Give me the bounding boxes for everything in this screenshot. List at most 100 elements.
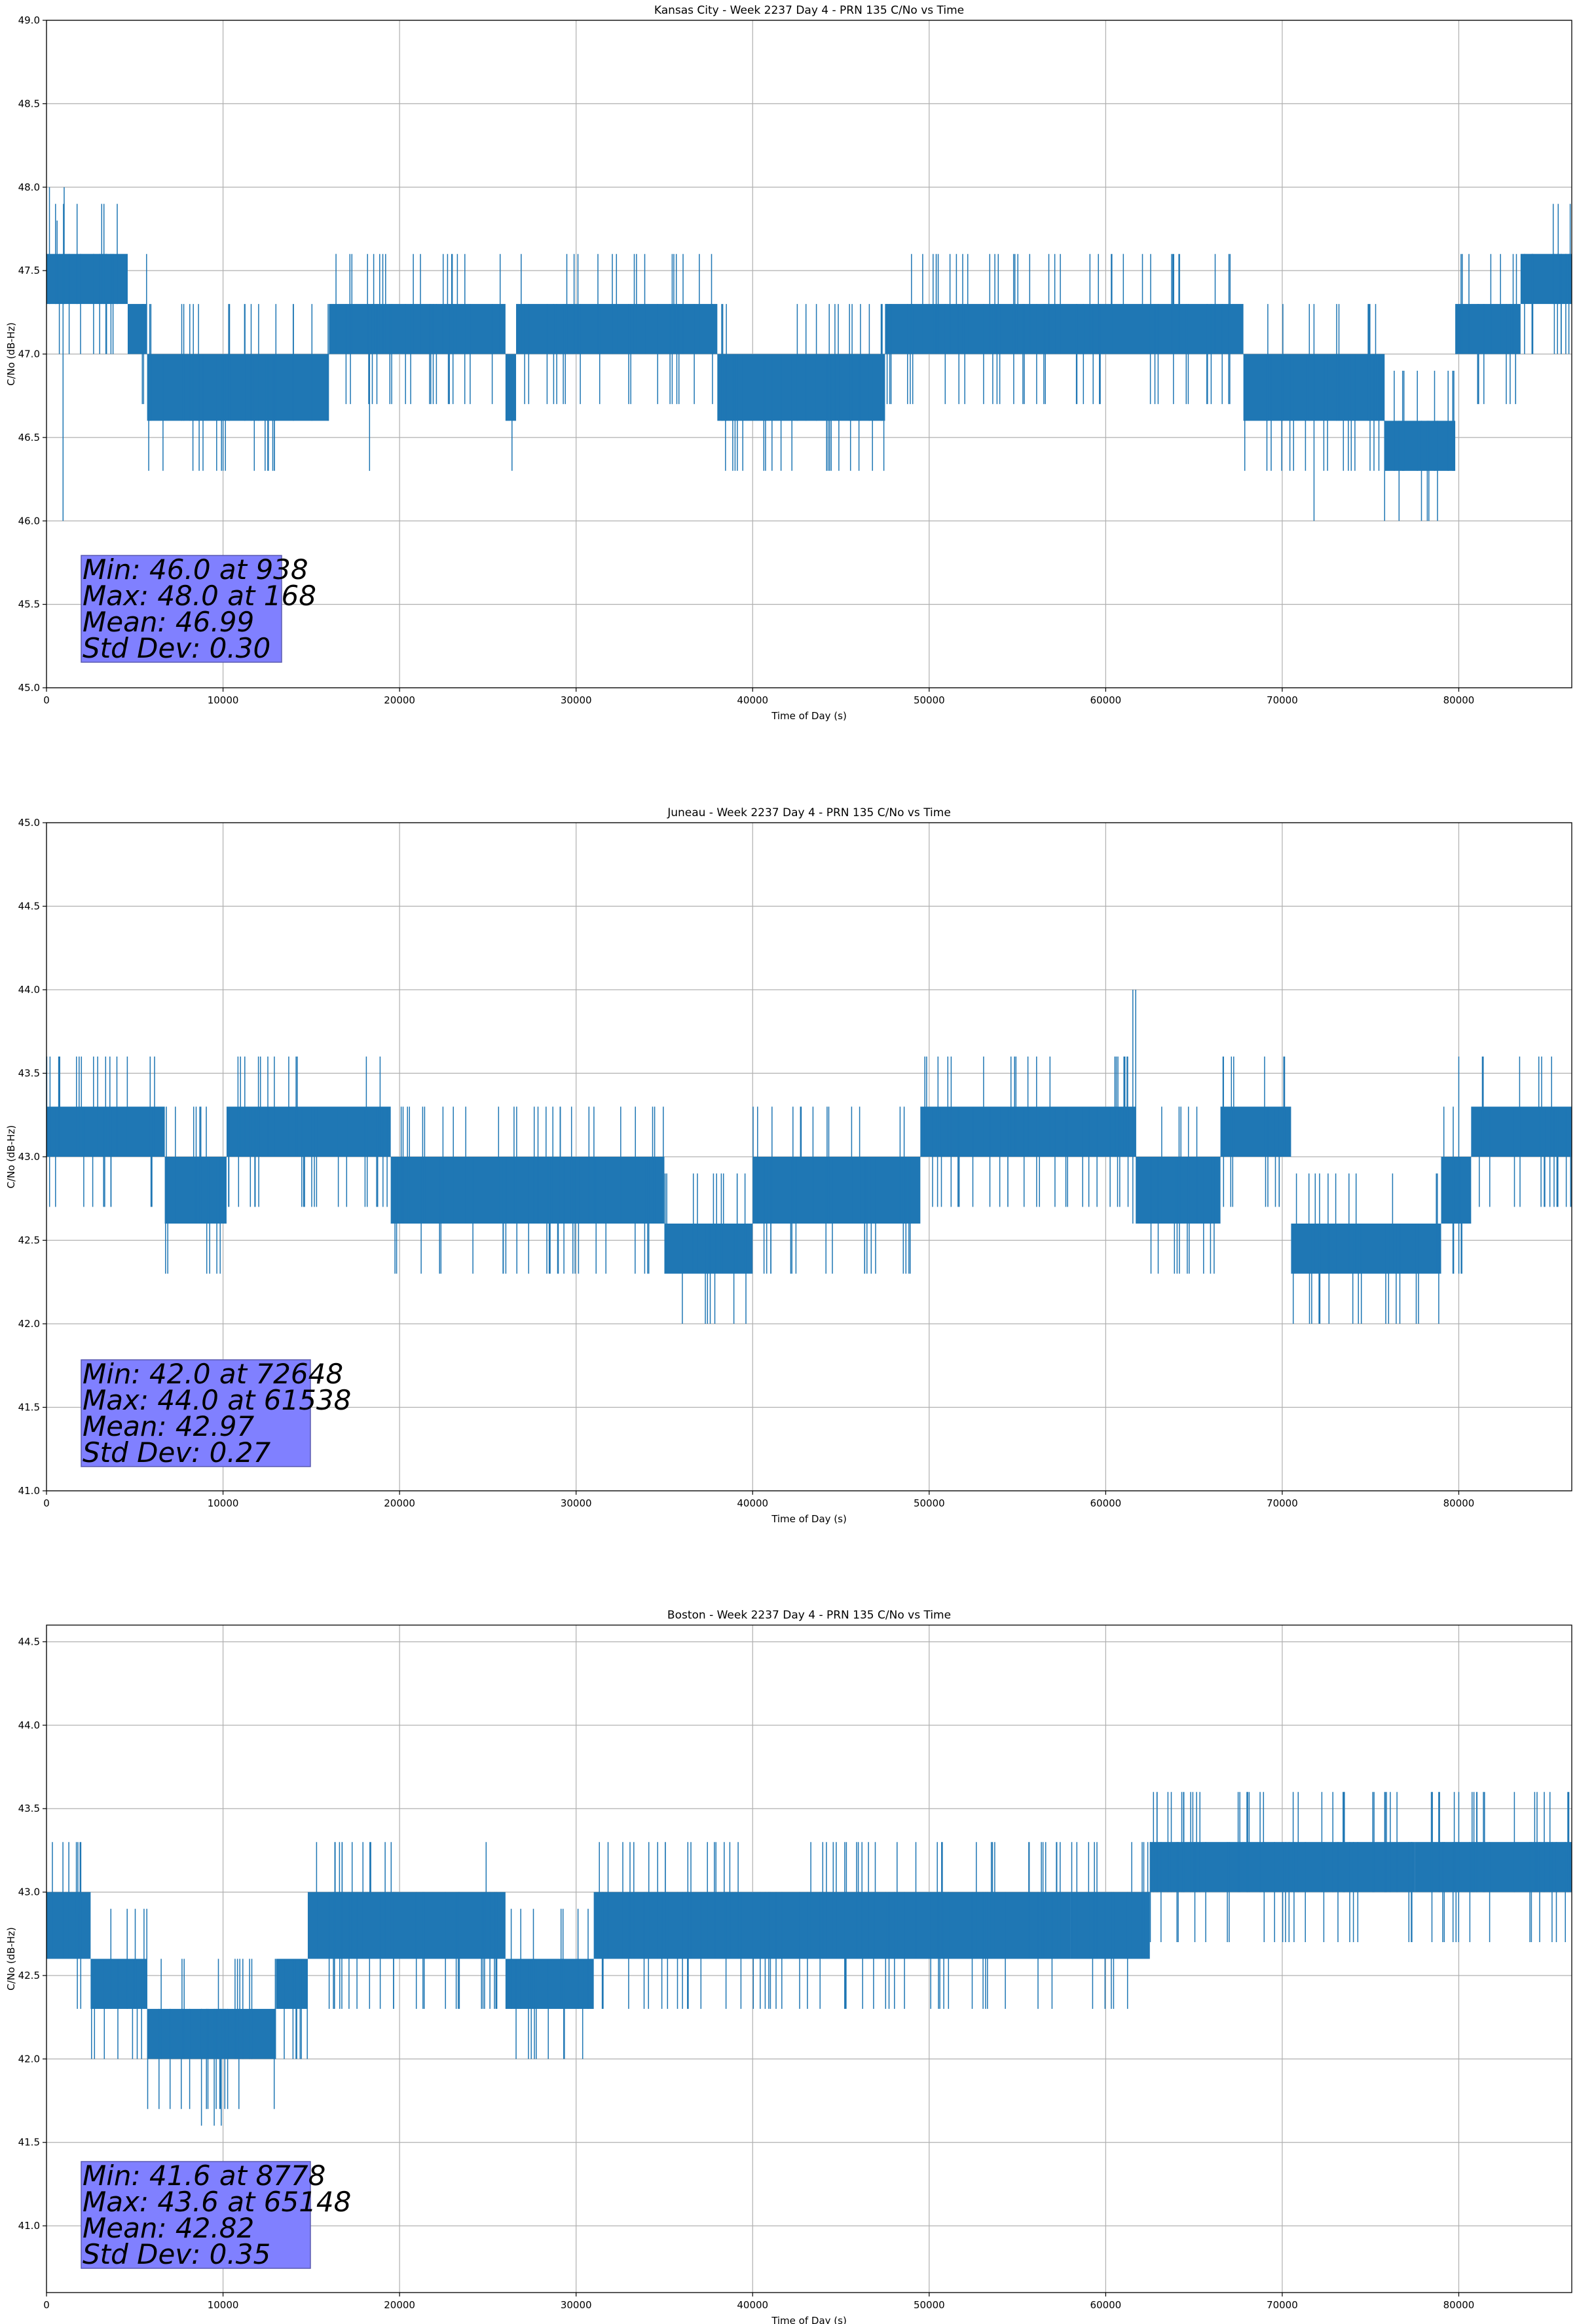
signal-excursions [228,1057,388,1207]
signal-excursions [521,253,713,404]
y-tick-label: 43.5 [18,1068,40,1079]
y-tick-label: 44.5 [18,901,40,912]
y-tick-label: 41.5 [18,1402,40,1414]
x-tick-label: 30000 [561,2299,592,2311]
signal-band [1415,1842,1572,1892]
y-tick-label: 46.0 [18,515,40,527]
y-tick-label: 41.5 [18,2137,40,2148]
signal-band [147,2008,276,2059]
signal-excursions [599,1842,1061,2009]
signal-excursions [91,1909,147,2059]
x-tick-label: 20000 [384,694,415,706]
chart-title: Boston - Week 2237 Day 4 - PRN 135 C/No … [667,1609,951,1622]
signal-excursions [165,1106,221,1274]
x-axis-label: Time of Day (s) [771,710,847,722]
stats-std-dev: Std Dev: 0.30 [83,632,270,664]
series-cno [46,187,1572,521]
signal-excursions [141,253,147,404]
signal-band [46,253,128,305]
signal-excursions [510,1909,589,2059]
signal-excursions [1150,1106,1215,1274]
chart-panel-1: 0 10000 20000 30000 40000 50000 60000 70000 8000… [5,4,1572,722]
signal-excursions [1430,1791,1570,1942]
x-tick-label: 0 [43,1497,50,1509]
signal-excursions [1149,1791,1413,1942]
x-tick-label: 70000 [1267,2299,1298,2311]
signal-excursions [52,1842,82,2009]
signal-excursions [1244,304,1380,471]
signal-excursions [664,1173,747,1324]
signal-excursions [1460,253,1517,404]
stats-mean: Mean: 42.82 [83,2212,254,2244]
signal-band [147,354,329,421]
chart-panel-3: 0 10000 20000 30000 40000 50000 60000 70000 8000… [5,1609,1572,2324]
x-tick-label: 80000 [1443,1497,1475,1509]
chart-panel-2: 0 10000 20000 30000 40000 50000 60000 70000 8000… [5,806,1572,1525]
x-tick-label: 40000 [737,694,768,706]
x-tick-label: 70000 [1267,694,1298,706]
stats-mean: Mean: 46.99 [83,606,254,638]
x-axis-label: Time of Day (s) [771,1513,847,1525]
x-tick-label: 40000 [737,2299,768,2311]
x-tick-label: 50000 [914,2299,945,2311]
y-axis-label: C/No (dB-Hz) [5,1125,17,1189]
signal-band [1455,304,1521,354]
x-axis-label: Time of Day (s) [771,2315,847,2324]
y-tick-label: 41.0 [18,2220,40,2232]
signal-excursions [721,304,885,471]
x-tick-label: 30000 [561,1497,592,1509]
signal-band [752,1157,921,1224]
x-tick-label: 40000 [737,1497,768,1509]
y-tick-label: 46.5 [18,432,40,443]
signal-band [307,1892,506,1959]
x-tick-label: 60000 [1090,694,1122,706]
signal-excursions [147,1959,276,2109]
x-tick-label: 60000 [1090,2299,1122,2311]
y-tick-label: 42.0 [18,1318,40,1330]
signal-excursions [394,1106,664,1274]
signal-excursions [148,304,329,471]
stats-min: Min: 46.0 at 938 [83,553,308,586]
signal-band [90,1959,147,2009]
y-tick-label: 45.5 [18,599,40,610]
signal-band [226,1106,391,1157]
y-tick-label: 42.5 [18,1970,40,1981]
signal-band [1441,1157,1472,1224]
series-cno [46,1791,1572,2126]
stats-max: Max: 48.0 at 168 [83,580,316,612]
chart-title: Juneau - Week 2237 Day 4 - PRN 135 C/No … [667,806,951,819]
y-tick-label: 42.5 [18,1235,40,1246]
x-tick-label: 10000 [208,694,239,706]
signal-band [505,1959,594,2009]
stats-box-background [81,2161,311,2269]
x-tick-label: 10000 [208,1497,239,1509]
signal-band [1136,1157,1221,1224]
signal-excursions [1222,1057,1286,1207]
signal-excursions [1071,1842,1149,2009]
y-tick-label: 44.0 [18,1719,40,1731]
y-tick-label: 48.0 [18,181,40,193]
y-tick-label: 42.0 [18,2053,40,2065]
signal-excursions [1292,1173,1439,1324]
y-tick-label: 44.0 [18,984,40,996]
chart-title: Kansas City - Week 2237 Day 4 - PRN 135 … [654,4,964,17]
x-tick-label: 0 [43,694,50,706]
y-tick-label: 48.5 [18,98,40,109]
signal-band [127,304,147,354]
stats-max: Max: 43.6 at 65148 [83,2186,351,2218]
y-tick-label: 45.0 [18,682,40,694]
y-tick-label: 49.0 [18,14,40,26]
x-tick-label: 30000 [561,694,592,706]
signal-band [717,354,885,421]
stats-min: Min: 41.6 at 8778 [83,2160,325,2192]
stats-max: Max: 44.0 at 61538 [83,1384,351,1416]
x-tick-label: 0 [43,2299,50,2311]
x-tick-label: 20000 [384,1497,415,1509]
x-tick-label: 10000 [208,2299,239,2311]
stats-min: Min: 42.0 at 72648 [83,1358,343,1390]
signal-excursions [345,253,501,404]
x-tick-label: 20000 [384,2299,415,2311]
signal-band [1384,421,1456,471]
